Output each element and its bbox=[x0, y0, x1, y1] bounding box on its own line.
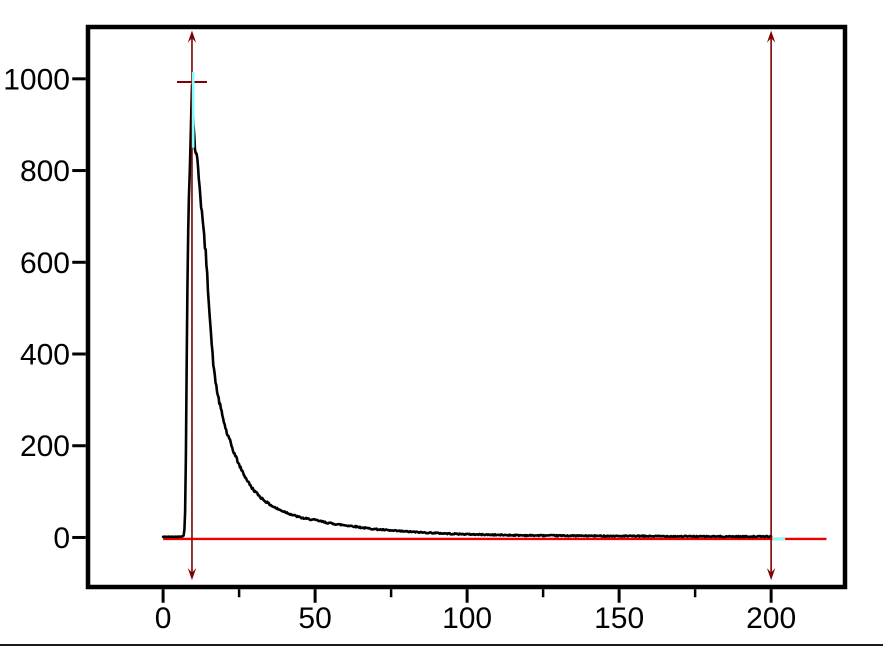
axes-frame-layer bbox=[72, 24, 848, 603]
y-tick-label-800: 800 bbox=[20, 155, 70, 188]
axis-labels-layer: 0 50 100 150 200 0 200 400 600 800 1000 bbox=[3, 63, 796, 635]
right-cursor-arrowhead-down-icon bbox=[766, 568, 776, 581]
curve-decay-signal[interactable] bbox=[161, 83, 773, 539]
x-tick-label-200: 200 bbox=[746, 602, 796, 635]
x-tick-label-50: 50 bbox=[298, 602, 331, 635]
x-tick-label-100: 100 bbox=[442, 602, 492, 635]
plot-frame bbox=[85, 24, 848, 590]
series-layer bbox=[161, 83, 773, 539]
x-tick-label-150: 150 bbox=[594, 602, 644, 635]
peak-cursor-arrowhead-up-icon bbox=[187, 30, 197, 43]
right-cursor[interactable] bbox=[766, 30, 776, 581]
y-tick-label-600: 600 bbox=[20, 247, 70, 280]
y-tick-label-0: 0 bbox=[53, 522, 70, 555]
y-tick-label-400: 400 bbox=[20, 339, 70, 372]
highlight-layer bbox=[191, 71, 786, 541]
cursor-layer bbox=[176, 30, 776, 581]
y-tick-label-200: 200 bbox=[20, 430, 70, 463]
y-tick-label-1000: 1000 bbox=[3, 63, 70, 96]
peak-cursor-arrowhead-down-icon bbox=[187, 568, 197, 581]
x-tick-label-0: 0 bbox=[155, 602, 172, 635]
right-cursor-arrowhead-up-icon bbox=[766, 30, 776, 43]
